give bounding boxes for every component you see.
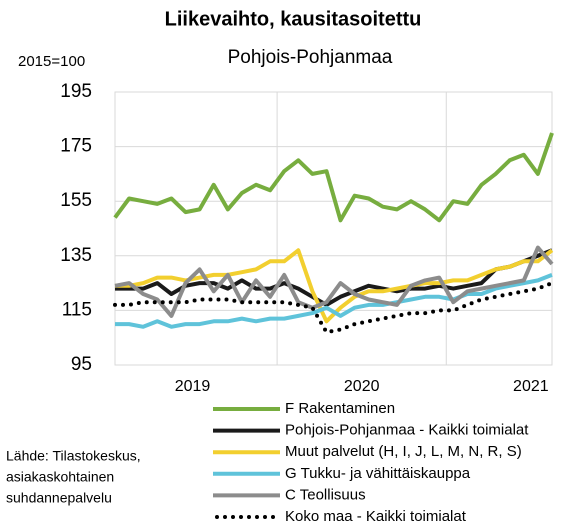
chart-subtitle: Pohjois-Pohjanmaa	[228, 47, 393, 68]
source-note: Lähde: Tilastokeskus,	[6, 448, 141, 464]
x-tick-label: 2020	[344, 378, 380, 395]
y-axis-label: 2015=100	[18, 53, 85, 70]
series-line	[113, 132, 554, 223]
y-tick-label: 115	[62, 299, 92, 320]
series-line	[113, 281, 554, 335]
chart-title: Liikevaihto, kausitasoitettu	[165, 8, 422, 30]
y-tick-label: 135	[60, 245, 92, 266]
x-tick-label: 2019	[175, 378, 211, 395]
legend-label: Pohjois-Pohjanmaa - Kaikki toimialat	[285, 422, 529, 439]
series-line	[115, 248, 553, 307]
y-tick-label: 155	[60, 190, 92, 211]
source-note: asiakaskohtainen	[6, 469, 114, 485]
legend-label: G Tukku- ja vähittäiskauppa	[285, 465, 471, 482]
y-tick-label: 195	[60, 81, 92, 102]
series-line	[115, 273, 553, 329]
legend-label: C Teollisuus	[285, 486, 366, 503]
y-tick-label: 175	[60, 136, 92, 157]
x-tick-label: 2021	[513, 378, 549, 395]
series-line	[114, 245, 554, 318]
source-note: suhdannepalvelu	[6, 490, 112, 506]
legend-label: F Rakentaminen	[285, 400, 395, 417]
y-tick-label: 95	[71, 354, 92, 375]
legend-label: Koko maa - Kaikki toimialat	[285, 508, 467, 525]
legend-label: Muut palvelut (H, I, J, L, M, N, R, S)	[285, 443, 522, 460]
